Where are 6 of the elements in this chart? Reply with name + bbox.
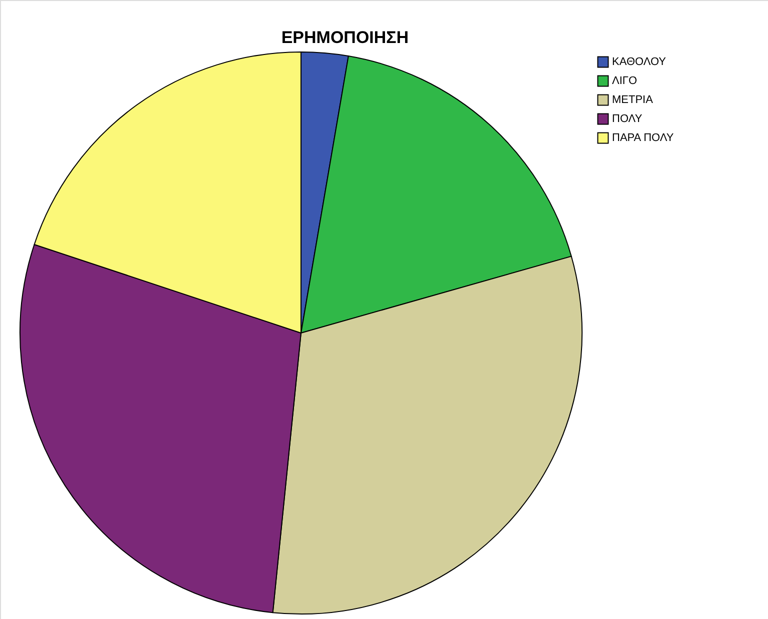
legend-label: ΠΟΛΥ [612,113,643,125]
legend-label: ΠΑΡΑ ΠΟΛΥ [612,132,674,144]
legend-label: ΜΕΤΡΙΑ [612,94,654,106]
chart-title: ΕΡΗΜΟΠΟΙΗΣΗ [281,28,409,47]
legend-label: ΛΙΓΟ [612,75,638,87]
legend-label: ΚΑΘΟΛΟΥ [612,56,667,68]
